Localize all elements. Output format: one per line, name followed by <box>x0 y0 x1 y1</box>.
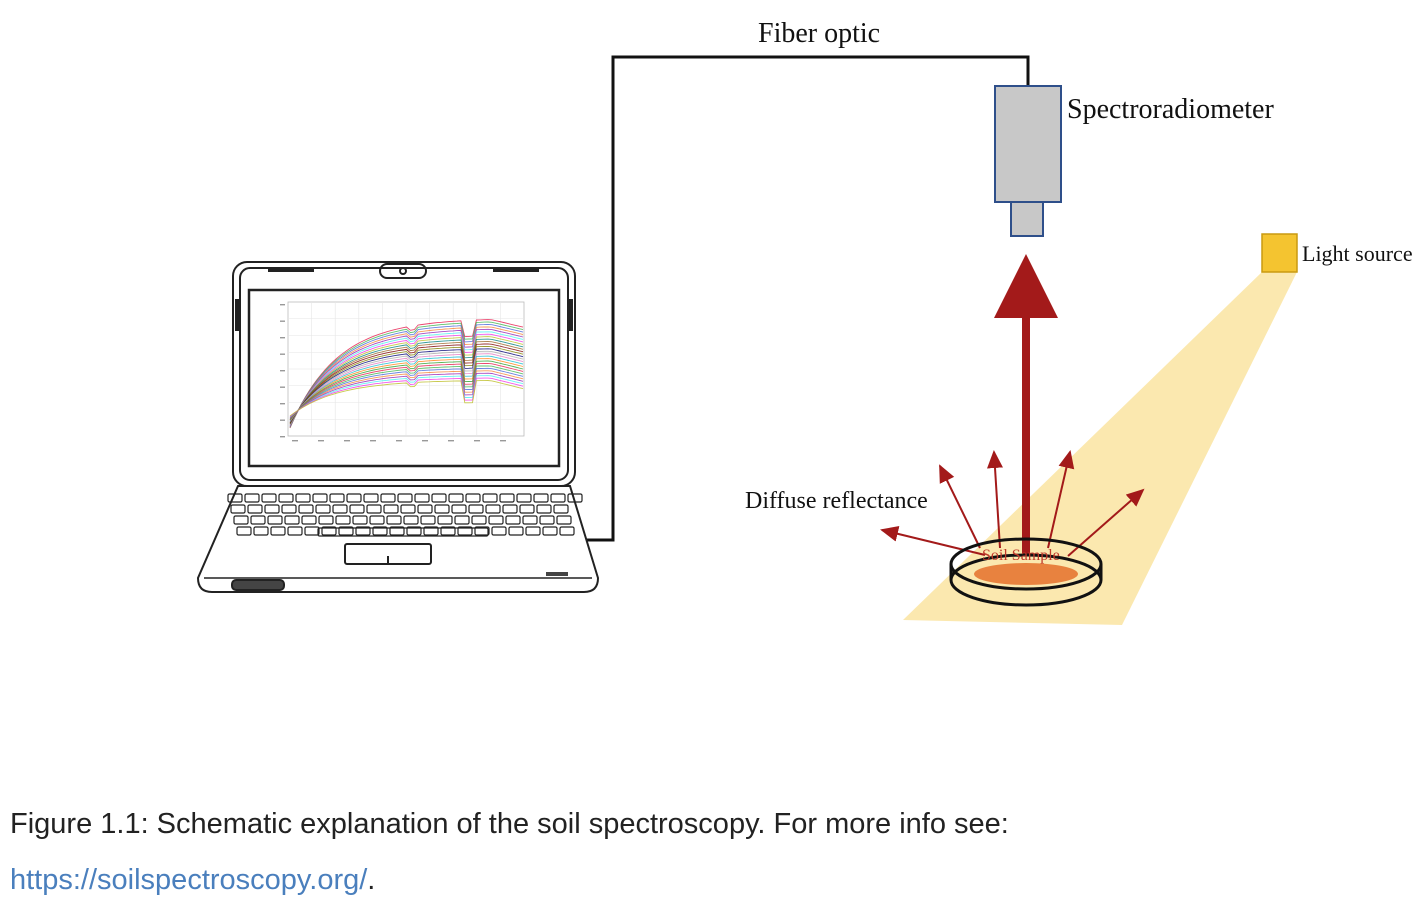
soil-sample-label: Soil Sample <box>982 547 1060 564</box>
soil-spectroscopy-diagram: Fiber optic Spectroradiometer Light sour… <box>196 18 1413 625</box>
soil-sample-dish <box>949 537 1103 607</box>
light-source <box>1261 233 1298 273</box>
caption-text: Figure 1.1: Schematic explanation of the… <box>10 808 1009 840</box>
caption-trailing: . <box>367 864 376 896</box>
light-beam <box>903 272 1297 625</box>
spectroradiometer-label: Spectroradiometer <box>1067 94 1274 125</box>
diffuse-arrows <box>880 450 1145 557</box>
caption-link[interactable]: https://soilspectroscopy.org/ <box>10 864 368 896</box>
diffuse-reflectance-label: Diffuse reflectance <box>745 488 928 514</box>
laptop-screen-plot <box>280 301 525 442</box>
fiber-optic-label: Fiber optic <box>758 18 880 49</box>
spectroradiometer <box>994 85 1062 237</box>
figure-caption: Figure 1.1: Schematic explanation of the… <box>10 796 1410 908</box>
fiber-optic-cable <box>586 55 1030 542</box>
light-source-label: Light source <box>1302 241 1413 266</box>
